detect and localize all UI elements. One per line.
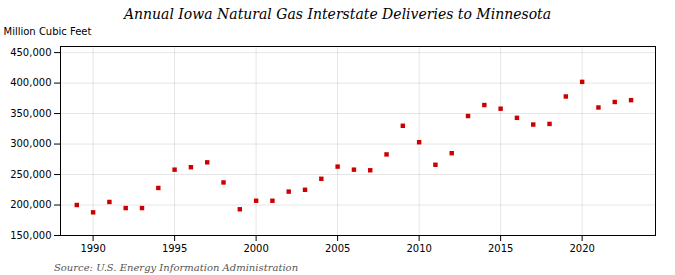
- svg-text:Million Cubic Feet: Million Cubic Feet: [4, 26, 92, 37]
- svg-text:2020: 2020: [569, 243, 594, 254]
- svg-text:2005: 2005: [325, 243, 350, 254]
- svg-text:350,000: 350,000: [10, 108, 51, 119]
- svg-text:300,000: 300,000: [10, 138, 51, 149]
- svg-text:1990: 1990: [80, 243, 105, 254]
- svg-text:1995: 1995: [162, 243, 187, 254]
- html-text:Annual Iowa Natural Gas Inters: Annual Iowa Natural Gas Interstate Deliv…: [123, 6, 552, 22]
- svg-text:250,000: 250,000: [10, 169, 51, 180]
- svg-text:2010: 2010: [406, 243, 431, 254]
- svg-text:2015: 2015: [488, 243, 513, 254]
- svg-text:200,000: 200,000: [10, 199, 51, 210]
- html-text:Source: U.S. Energy Informatio: Source: U.S. Energy Information Administ…: [54, 262, 299, 273]
- svg-text:150,000: 150,000: [10, 230, 51, 241]
- svg-text:450,000: 450,000: [10, 47, 51, 58]
- svg-text:2000: 2000: [243, 243, 268, 254]
- svg-text:400,000: 400,000: [10, 77, 51, 88]
